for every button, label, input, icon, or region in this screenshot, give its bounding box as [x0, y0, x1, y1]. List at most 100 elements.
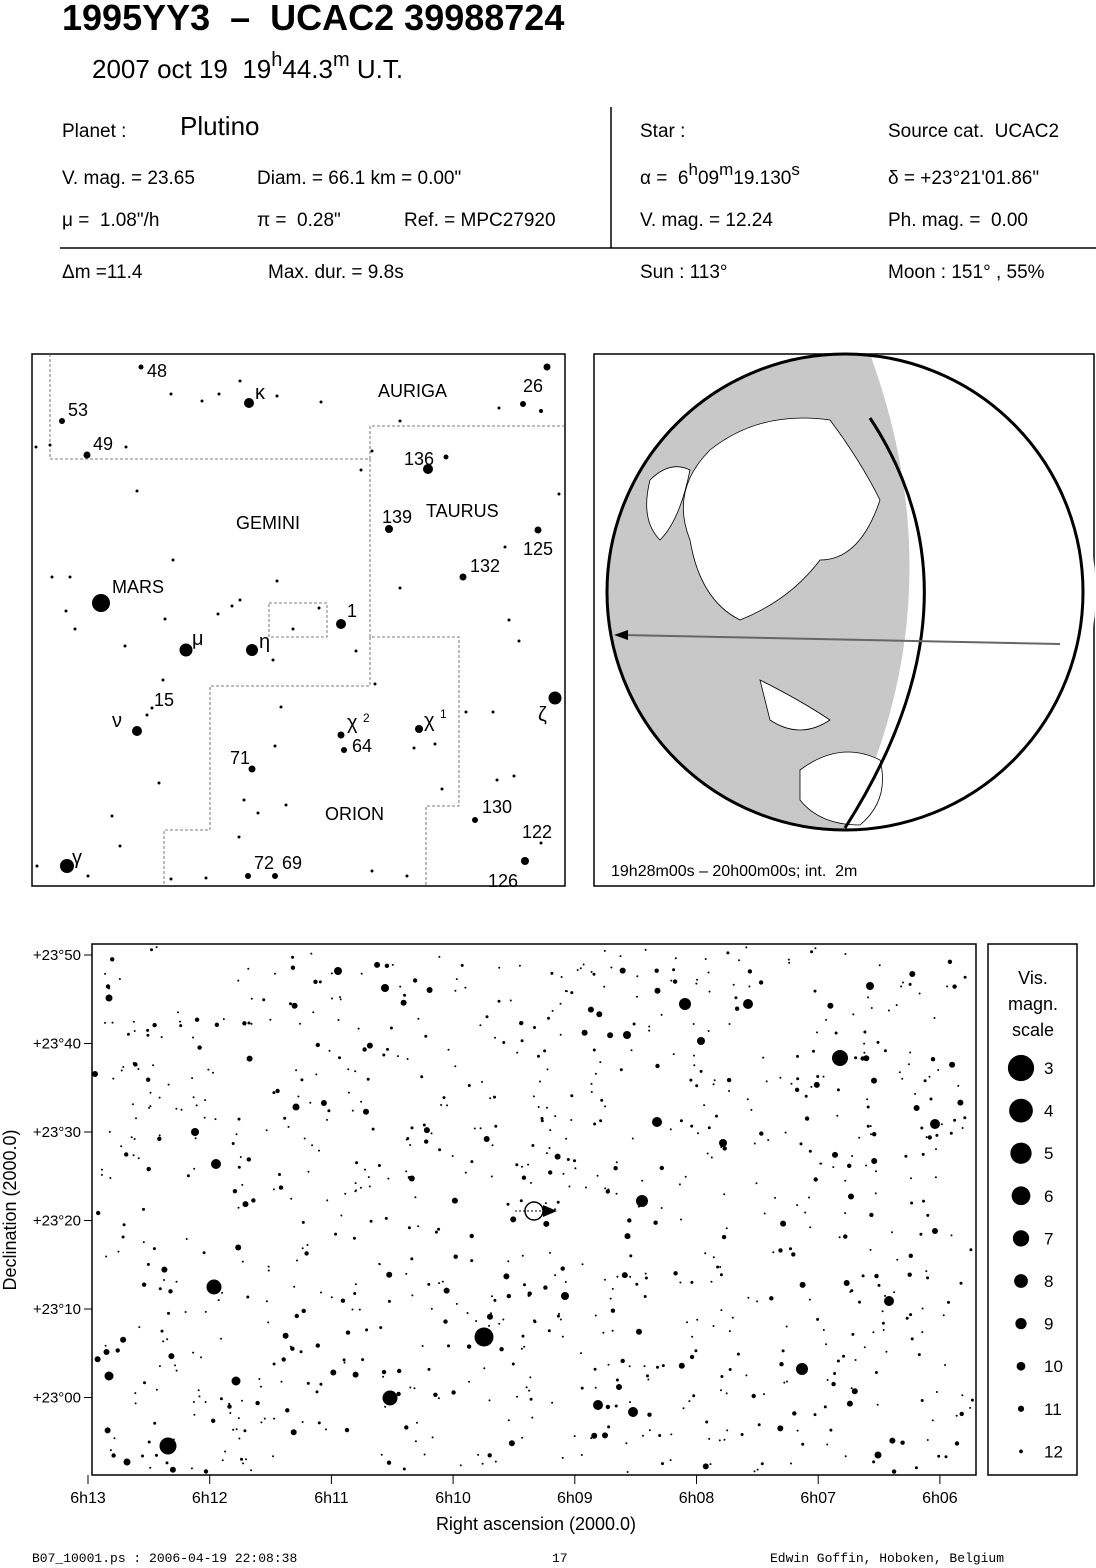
star [220, 1337, 222, 1340]
star [969, 1248, 973, 1252]
star [155, 1453, 158, 1457]
star [135, 1117, 137, 1120]
star [816, 1031, 818, 1034]
star [367, 1176, 370, 1179]
star [609, 1297, 612, 1300]
target [515, 1201, 557, 1221]
star [854, 1056, 858, 1060]
star [409, 1386, 412, 1389]
star [517, 639, 521, 643]
star [235, 1244, 242, 1251]
x-axis-label: Right ascension (2000.0) [436, 1514, 636, 1534]
star [157, 1136, 162, 1142]
star [547, 1329, 551, 1333]
star [386, 1460, 392, 1465]
finder-label: 136 [404, 449, 434, 469]
star [149, 1105, 152, 1108]
star [319, 400, 323, 404]
star [825, 1343, 828, 1346]
star [680, 1218, 682, 1221]
star [491, 710, 495, 714]
star [774, 1196, 777, 1199]
star [337, 731, 345, 739]
star [921, 1307, 924, 1310]
star [290, 965, 296, 970]
star [224, 1450, 227, 1453]
star [423, 1453, 426, 1456]
sup: m [333, 49, 350, 71]
star [459, 573, 467, 581]
legend-label: 3 [1044, 1059, 1053, 1078]
star [549, 1129, 552, 1132]
star [959, 1411, 964, 1417]
star [179, 1024, 183, 1028]
star [810, 1085, 813, 1088]
star [877, 1283, 881, 1287]
star [340, 1298, 346, 1303]
star [221, 1459, 224, 1462]
star [533, 1026, 536, 1029]
star [161, 678, 165, 682]
star [809, 1226, 812, 1229]
star [592, 972, 596, 976]
star [851, 1388, 858, 1395]
star [430, 1307, 433, 1310]
star [523, 1283, 526, 1287]
star [883, 1049, 887, 1053]
star [808, 1149, 812, 1153]
star [619, 1068, 623, 1072]
star [124, 445, 128, 449]
star [145, 713, 149, 717]
info: δ = +23°21'01.86" [888, 168, 1039, 189]
y-axis-label: Declination (2000.0) [0, 1129, 20, 1290]
star [485, 1015, 489, 1019]
star [529, 1397, 533, 1401]
star [191, 1077, 194, 1080]
star [130, 1136, 133, 1139]
star [914, 1466, 918, 1470]
star [648, 1429, 651, 1432]
star [384, 1405, 387, 1408]
star [914, 1092, 917, 1095]
star [684, 1175, 687, 1178]
star [255, 1400, 260, 1406]
star [399, 985, 402, 988]
star [532, 1095, 535, 1098]
star [925, 1270, 928, 1273]
star [796, 1054, 799, 1058]
star [570, 1119, 573, 1121]
star [491, 1295, 493, 1298]
star [876, 1040, 880, 1044]
star [844, 1212, 847, 1215]
star [96, 1210, 101, 1216]
legend-label: 9 [1044, 1315, 1053, 1334]
star [194, 1017, 200, 1022]
star [502, 1041, 506, 1044]
star [838, 1236, 841, 1239]
star [745, 1374, 748, 1377]
star [928, 1075, 931, 1078]
star [368, 1185, 371, 1188]
star [953, 1118, 957, 1122]
sup: h [271, 49, 282, 71]
star [672, 1053, 675, 1056]
star [222, 1018, 225, 1021]
star [192, 1036, 194, 1039]
star [521, 1254, 524, 1257]
star [290, 1197, 293, 1200]
star [152, 1022, 157, 1028]
star [231, 1142, 235, 1145]
star [507, 618, 511, 622]
finder-label: 1 [440, 707, 447, 721]
star [437, 1397, 440, 1400]
star [596, 1011, 603, 1018]
star [674, 957, 677, 960]
star [355, 1161, 359, 1165]
star [874, 1192, 877, 1195]
star [384, 963, 390, 968]
star [153, 1421, 157, 1425]
star [686, 1321, 689, 1324]
y-tick-label: +23°20 [33, 1213, 81, 1230]
star [689, 1354, 695, 1360]
star [391, 963, 394, 966]
